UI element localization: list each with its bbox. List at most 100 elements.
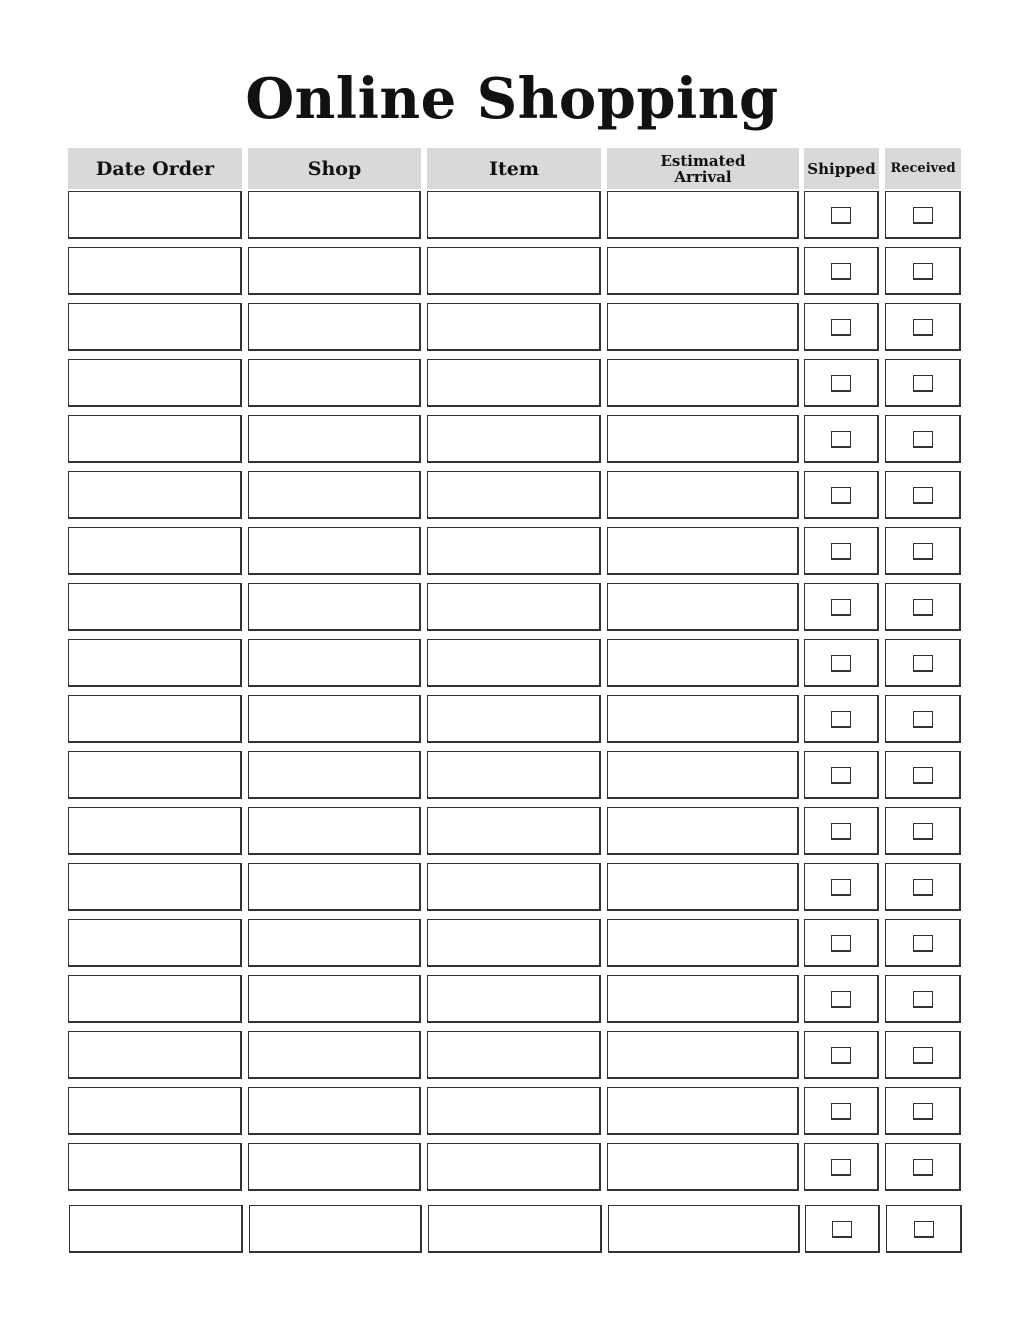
row-7-estimated-arrival-field[interactable]	[607, 527, 799, 575]
row-1-item-field[interactable]	[427, 191, 601, 239]
row-14-shop-field[interactable]	[248, 919, 421, 967]
row-15-date-order-field[interactable]	[68, 975, 242, 1023]
row-2-date-order-field[interactable]	[68, 247, 242, 295]
row-5-shop-field[interactable]	[248, 415, 421, 463]
row-17-date-order-field[interactable]	[68, 1087, 242, 1135]
row-12-estimated-arrival-field[interactable]	[607, 807, 799, 855]
row-7-item-field[interactable]	[427, 527, 601, 575]
row-14-estimated-arrival-field[interactable]	[607, 919, 799, 967]
received-checkbox[interactable]	[912, 206, 933, 224]
shipped-checkbox[interactable]	[831, 318, 851, 336]
shipped-checkbox[interactable]	[831, 598, 851, 616]
received-checkbox[interactable]	[912, 766, 933, 784]
received-checkbox[interactable]	[913, 1220, 934, 1238]
shipped-checkbox[interactable]	[831, 542, 851, 560]
row-7-date-order-field[interactable]	[68, 527, 242, 575]
row-16-date-order-field[interactable]	[68, 1031, 242, 1079]
row-9-date-order-field[interactable]	[68, 639, 242, 687]
row-19-estimated-arrival-field[interactable]	[608, 1205, 800, 1253]
row-8-date-order-field[interactable]	[68, 583, 242, 631]
row-16-shop-field[interactable]	[248, 1031, 421, 1079]
received-checkbox[interactable]	[912, 822, 933, 840]
received-checkbox[interactable]	[912, 262, 933, 280]
shipped-checkbox[interactable]	[831, 766, 851, 784]
row-19-date-order-field[interactable]	[69, 1205, 243, 1253]
row-15-shop-field[interactable]	[248, 975, 421, 1023]
row-7-shop-field[interactable]	[248, 527, 421, 575]
row-10-item-field[interactable]	[427, 695, 601, 743]
row-16-item-field[interactable]	[427, 1031, 601, 1079]
row-12-date-order-field[interactable]	[68, 807, 242, 855]
row-4-shop-field[interactable]	[248, 359, 421, 407]
row-2-item-field[interactable]	[427, 247, 601, 295]
received-checkbox[interactable]	[912, 934, 933, 952]
received-checkbox[interactable]	[912, 990, 933, 1008]
row-13-shop-field[interactable]	[248, 863, 421, 911]
row-9-estimated-arrival-field[interactable]	[607, 639, 799, 687]
row-17-estimated-arrival-field[interactable]	[607, 1087, 799, 1135]
row-11-estimated-arrival-field[interactable]	[607, 751, 799, 799]
row-3-shop-field[interactable]	[248, 303, 421, 351]
row-5-item-field[interactable]	[427, 415, 601, 463]
shipped-checkbox[interactable]	[831, 430, 851, 448]
received-checkbox[interactable]	[912, 1046, 933, 1064]
row-6-shop-field[interactable]	[248, 471, 421, 519]
row-8-item-field[interactable]	[427, 583, 601, 631]
received-checkbox[interactable]	[912, 1158, 933, 1176]
row-11-date-order-field[interactable]	[68, 751, 242, 799]
row-3-date-order-field[interactable]	[68, 303, 242, 351]
row-8-estimated-arrival-field[interactable]	[607, 583, 799, 631]
received-checkbox[interactable]	[912, 542, 933, 560]
received-checkbox[interactable]	[912, 318, 933, 336]
shipped-checkbox[interactable]	[831, 934, 851, 952]
row-4-estimated-arrival-field[interactable]	[607, 359, 799, 407]
row-3-item-field[interactable]	[427, 303, 601, 351]
row-6-estimated-arrival-field[interactable]	[607, 471, 799, 519]
row-9-shop-field[interactable]	[248, 639, 421, 687]
received-checkbox[interactable]	[912, 374, 933, 392]
row-13-item-field[interactable]	[427, 863, 601, 911]
row-14-date-order-field[interactable]	[68, 919, 242, 967]
received-checkbox[interactable]	[912, 654, 933, 672]
shipped-checkbox[interactable]	[831, 654, 851, 672]
row-6-date-order-field[interactable]	[68, 471, 242, 519]
row-13-date-order-field[interactable]	[68, 863, 242, 911]
received-checkbox[interactable]	[912, 430, 933, 448]
shipped-checkbox[interactable]	[831, 878, 851, 896]
shipped-checkbox[interactable]	[831, 710, 851, 728]
row-5-date-order-field[interactable]	[68, 415, 242, 463]
row-2-estimated-arrival-field[interactable]	[607, 247, 799, 295]
shipped-checkbox[interactable]	[831, 206, 851, 224]
row-16-estimated-arrival-field[interactable]	[607, 1031, 799, 1079]
row-5-estimated-arrival-field[interactable]	[607, 415, 799, 463]
row-4-item-field[interactable]	[427, 359, 601, 407]
row-13-estimated-arrival-field[interactable]	[607, 863, 799, 911]
received-checkbox[interactable]	[912, 878, 933, 896]
received-checkbox[interactable]	[912, 1102, 933, 1120]
row-17-shop-field[interactable]	[248, 1087, 421, 1135]
shipped-checkbox[interactable]	[831, 990, 851, 1008]
row-11-shop-field[interactable]	[248, 751, 421, 799]
row-11-item-field[interactable]	[427, 751, 601, 799]
row-2-shop-field[interactable]	[248, 247, 421, 295]
row-19-item-field[interactable]	[428, 1205, 602, 1253]
row-1-shop-field[interactable]	[248, 191, 421, 239]
row-18-item-field[interactable]	[427, 1143, 601, 1191]
shipped-checkbox[interactable]	[831, 1102, 851, 1120]
row-10-estimated-arrival-field[interactable]	[607, 695, 799, 743]
shipped-checkbox[interactable]	[831, 822, 851, 840]
shipped-checkbox[interactable]	[831, 1158, 851, 1176]
row-8-shop-field[interactable]	[248, 583, 421, 631]
row-10-date-order-field[interactable]	[68, 695, 242, 743]
row-12-shop-field[interactable]	[248, 807, 421, 855]
received-checkbox[interactable]	[912, 710, 933, 728]
shipped-checkbox[interactable]	[831, 262, 851, 280]
row-1-estimated-arrival-field[interactable]	[607, 191, 799, 239]
row-9-item-field[interactable]	[427, 639, 601, 687]
row-19-shop-field[interactable]	[249, 1205, 422, 1253]
row-14-item-field[interactable]	[427, 919, 601, 967]
row-12-item-field[interactable]	[427, 807, 601, 855]
received-checkbox[interactable]	[912, 598, 933, 616]
shipped-checkbox[interactable]	[831, 486, 851, 504]
row-15-item-field[interactable]	[427, 975, 601, 1023]
